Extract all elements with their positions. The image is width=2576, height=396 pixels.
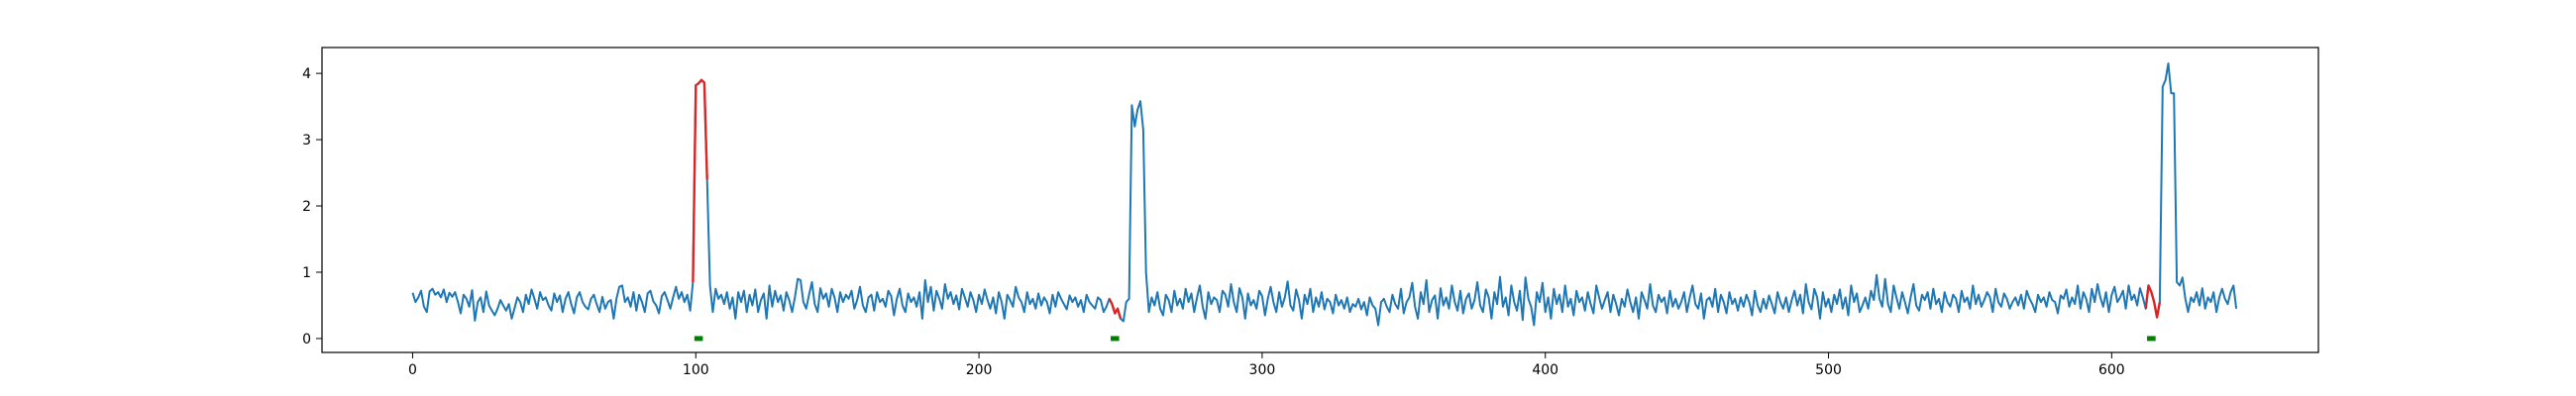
x-axis: 0 100 200 300 400 500 600	[408, 352, 2125, 378]
y-tick-label: 2	[302, 199, 311, 215]
anomaly-segment-3	[2144, 284, 2162, 319]
y-axis: 0 1 2 3 4	[302, 66, 322, 347]
y-tick-label: 1	[302, 265, 311, 281]
anomaly-segment-2	[1108, 298, 1123, 320]
x-tick-label: 500	[1815, 362, 1842, 378]
y-tick-label: 0	[302, 332, 311, 347]
signal-line	[411, 62, 2238, 327]
x-tick-label: 0	[408, 362, 417, 378]
x-tick-label: 200	[966, 362, 993, 378]
x-tick-label: 100	[683, 362, 709, 378]
x-tick-label: 600	[2098, 362, 2125, 378]
plot-lines	[411, 62, 2238, 327]
x-tick-label: 300	[1249, 362, 1276, 378]
y-tick-label: 4	[302, 66, 311, 82]
plot-frame	[321, 47, 2319, 353]
anomaly-segment-1	[692, 78, 708, 283]
y-tick-label: 3	[302, 133, 311, 148]
x-tick-label: 400	[1532, 362, 1558, 378]
